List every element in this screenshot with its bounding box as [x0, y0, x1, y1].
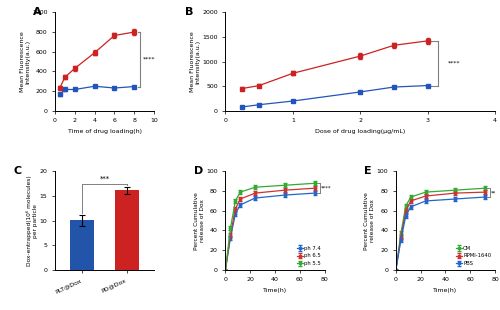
Text: C: C	[14, 166, 22, 175]
X-axis label: Dose of drug loading(μg/mL): Dose of drug loading(μg/mL)	[315, 129, 406, 134]
X-axis label: Time(h): Time(h)	[263, 288, 287, 293]
Text: ****: ****	[321, 186, 332, 191]
X-axis label: Time(h): Time(h)	[434, 288, 458, 293]
Text: ****: ****	[448, 61, 460, 66]
Bar	[114, 190, 140, 270]
Text: B: B	[185, 7, 194, 16]
Y-axis label: Percent Cumulative
release of Dox: Percent Cumulative release of Dox	[364, 192, 375, 250]
Legend: CM, RPMI-1640, PBS: CM, RPMI-1640, PBS	[456, 245, 492, 267]
Text: **: **	[492, 190, 496, 195]
Text: ***: ***	[100, 175, 110, 181]
X-axis label: Time of drug loading(h): Time of drug loading(h)	[68, 129, 142, 134]
Legend: ph 7.4, ph 6.5, ph 5.5: ph 7.4, ph 6.5, ph 5.5	[296, 245, 322, 267]
Text: D: D	[194, 166, 203, 175]
Text: A: A	[33, 7, 42, 16]
Bar	[70, 220, 94, 270]
Text: ****: ****	[143, 57, 156, 62]
Y-axis label: Mean Fluorescence
Intensity(a.u.): Mean Fluorescence Intensity(a.u.)	[20, 31, 30, 92]
Y-axis label: Dox-entrapped(10⁶ molecules)
per particle: Dox-entrapped(10⁶ molecules) per particl…	[26, 175, 38, 266]
Text: E: E	[364, 166, 372, 175]
Y-axis label: Mean Fluorescence
Intensity(a.u.): Mean Fluorescence Intensity(a.u.)	[190, 31, 201, 92]
Y-axis label: Percent Cumulative
release of Dox: Percent Cumulative release of Dox	[194, 192, 205, 250]
